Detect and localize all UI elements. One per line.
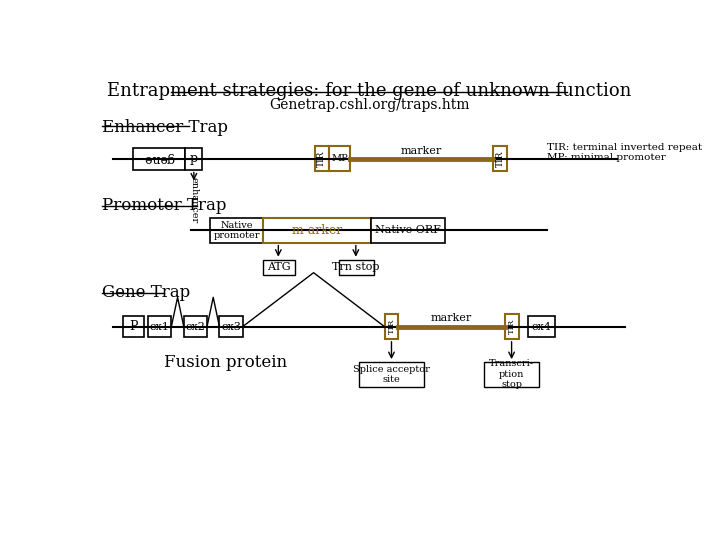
Bar: [329, 146, 351, 171]
Bar: [185, 148, 202, 170]
Text: TIR: TIR: [508, 319, 516, 334]
Text: ex3: ex3: [221, 322, 241, 332]
Bar: [263, 260, 295, 275]
Bar: [210, 218, 263, 242]
Text: gene: gene: [143, 152, 174, 165]
Bar: [148, 316, 171, 338]
Text: ex4: ex4: [531, 322, 552, 332]
Text: Gene Trap: Gene Trap: [102, 284, 190, 301]
Bar: [220, 316, 243, 338]
Bar: [122, 316, 144, 338]
Text: Fusion protein: Fusion protein: [164, 354, 287, 370]
Bar: [359, 362, 424, 387]
Text: Native
promoter: Native promoter: [213, 221, 260, 240]
Text: MP: MP: [331, 154, 348, 163]
Bar: [184, 316, 207, 338]
Text: marker: marker: [401, 146, 442, 156]
Bar: [339, 260, 374, 275]
Bar: [315, 146, 329, 171]
Text: TIR: TIR: [495, 151, 505, 167]
Bar: [263, 218, 372, 242]
Text: ex2: ex2: [186, 322, 205, 332]
Text: marker: marker: [431, 313, 472, 323]
Text: TIR: terminal inverted repeat
MP: minimal promoter: TIR: terminal inverted repeat MP: minima…: [547, 143, 703, 163]
Text: ATG: ATG: [267, 262, 291, 272]
Text: Entrapment strategies: for the gene of unknown function: Entrapment strategies: for the gene of u…: [107, 82, 631, 100]
Bar: [505, 314, 518, 339]
Bar: [485, 362, 539, 387]
Text: Splice acceptor
site: Splice acceptor site: [353, 364, 430, 384]
Text: Genetrap.cshl.org/traps.htm: Genetrap.cshl.org/traps.htm: [269, 98, 469, 112]
Bar: [372, 218, 445, 242]
Bar: [132, 148, 185, 170]
Bar: [528, 316, 555, 338]
Text: P: P: [129, 320, 138, 333]
Text: m arker: m arker: [292, 224, 342, 237]
Text: ex1: ex1: [150, 322, 170, 332]
Text: Enhancer Trap: Enhancer Trap: [102, 119, 228, 136]
Text: TIR: TIR: [387, 319, 395, 334]
Bar: [384, 314, 398, 339]
Bar: [493, 146, 507, 171]
Text: Transcri-
ption
stop: Transcri- ption stop: [489, 360, 534, 389]
Text: Promoter Trap: Promoter Trap: [102, 197, 226, 214]
Text: enhancer: enhancer: [189, 177, 198, 224]
Text: p: p: [190, 152, 198, 165]
Text: Native ORF: Native ORF: [375, 225, 441, 235]
Text: Trn stop: Trn stop: [332, 262, 379, 272]
Text: TIR: TIR: [318, 151, 326, 167]
